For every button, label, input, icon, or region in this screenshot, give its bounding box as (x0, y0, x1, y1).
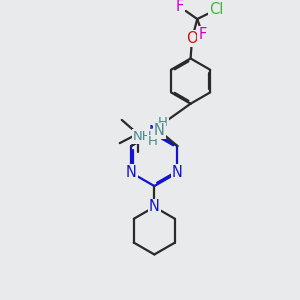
Text: N: N (149, 200, 160, 214)
Text: F: F (198, 27, 207, 42)
Text: O: O (186, 31, 198, 46)
Text: H: H (148, 136, 158, 148)
Text: N: N (149, 125, 160, 140)
Text: N: N (172, 165, 183, 180)
Text: F: F (176, 0, 184, 14)
Text: Cl: Cl (209, 2, 223, 17)
Text: N: N (126, 165, 137, 180)
Text: N: N (154, 124, 165, 139)
Text: H: H (158, 116, 168, 129)
Text: NH: NH (133, 130, 152, 143)
